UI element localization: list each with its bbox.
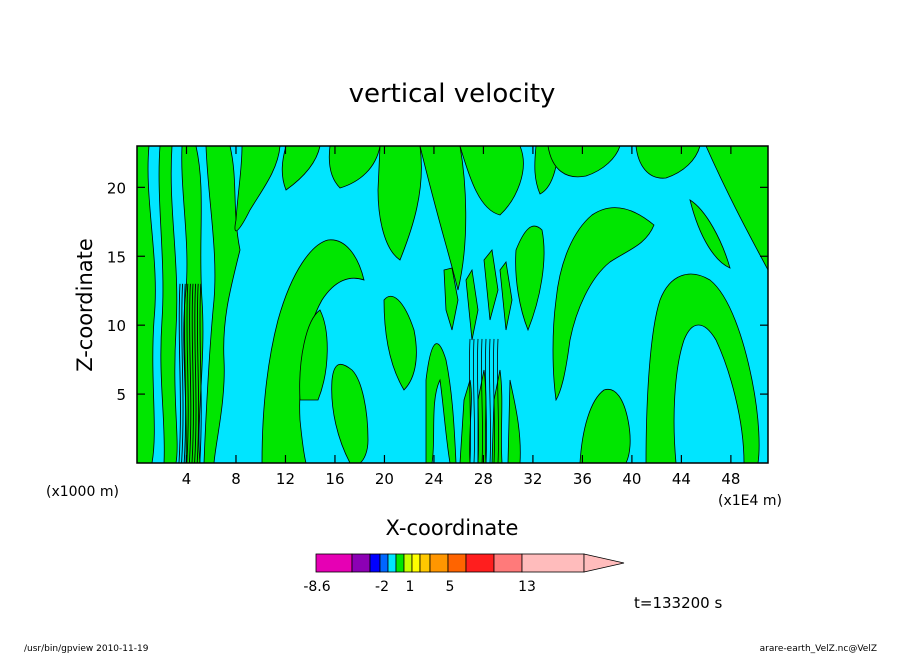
contour-line: [191, 283, 194, 463]
colorbar-labels: -8.6 -2 1 5 13: [303, 579, 536, 595]
contour-field: [137, 146, 768, 463]
contour-line: [497, 338, 499, 463]
y-tick-label: 5: [116, 386, 126, 404]
y-tick-label: 15: [107, 248, 126, 266]
contour-band: [419, 146, 467, 291]
colorbar-segment: [315, 553, 353, 573]
x-tick-label: 24: [424, 470, 443, 488]
x-tick-label: 12: [276, 470, 295, 488]
colorbar-segment: [447, 553, 467, 573]
contour-band: [507, 379, 521, 463]
contour-band: [281, 146, 321, 191]
contour-line: [481, 338, 483, 463]
colorbar-segment: [429, 553, 449, 573]
colorbar-segment: [419, 553, 431, 573]
contour-band: [137, 146, 156, 463]
x-tick-label: 32: [523, 470, 542, 488]
x-tick-label: 28: [474, 470, 493, 488]
time-label: t=133200 s: [634, 594, 722, 612]
x-tick-label: 40: [622, 470, 641, 488]
contour-line: [473, 338, 475, 463]
x-tick-label: 8: [231, 470, 241, 488]
colorbar-segment: [411, 553, 421, 573]
contour-line: [183, 283, 187, 463]
x-tick-label: 44: [672, 470, 691, 488]
x-tick-label: 16: [325, 470, 344, 488]
colorbar-segment: [493, 553, 523, 573]
contour-band: [689, 199, 731, 269]
colorbar-segment: [387, 553, 397, 573]
y-tick-label: 20: [107, 179, 126, 197]
plot-frame: [136, 145, 769, 464]
x-tick-label: 20: [375, 470, 394, 488]
x-tick-label: 4: [182, 470, 192, 488]
colorbar-segment: [395, 553, 405, 573]
contour-line: [477, 338, 479, 463]
contour-line: [188, 283, 192, 463]
contour-band: [203, 146, 241, 463]
colorbar-tick-label: 13: [518, 579, 536, 595]
contour-band: [483, 249, 499, 321]
colorbar-segment: [521, 553, 585, 573]
plot-area: [137, 146, 768, 463]
contour-line: [178, 283, 181, 463]
y-axis-title: Z-coordinate: [73, 238, 97, 372]
contour-line: [196, 283, 200, 463]
colorbar-segment: [351, 553, 371, 573]
y-unit-label: (x1000 m): [46, 484, 119, 500]
y-axis: 5 10 15 20: [107, 179, 768, 404]
contour-line: [489, 338, 491, 463]
chart-title: vertical velocity: [349, 79, 556, 109]
colorbar-tick-label: -8.6: [303, 579, 330, 595]
colorbar: [315, 553, 625, 573]
x-axis-title: X-coordinate: [386, 516, 519, 540]
contour-line: [485, 338, 487, 463]
contour-band: [515, 225, 545, 332]
x-tick-label: 36: [573, 470, 592, 488]
colorbar-segment: [465, 553, 495, 573]
colorbar-segment: [379, 553, 389, 573]
colorbar-segment: [403, 553, 413, 573]
x-unit-label: (x1E4 m): [718, 493, 782, 509]
contour-band: [299, 309, 328, 401]
contour-band: [552, 207, 655, 402]
contour-band: [443, 267, 459, 331]
contour-band: [383, 295, 417, 391]
contour-line: [199, 283, 202, 463]
colorbar-tick-label: -2: [375, 579, 389, 595]
contour-band: [425, 343, 457, 463]
contour-band: [645, 273, 760, 463]
footer-right: arare-earth_VelZ.nc@VelZ: [760, 644, 877, 654]
contour-line: [194, 283, 197, 463]
contour-line: [186, 283, 189, 463]
colorbar-extension-arrow: [583, 553, 625, 573]
y-tick-label: 10: [107, 317, 126, 335]
x-axis: 4 8 12 16 20 24 28 32 36 40 44 48: [182, 146, 740, 488]
contour-line: [469, 338, 471, 463]
contour-band: [547, 146, 621, 178]
contour-band: [261, 239, 365, 463]
colorbar-tick-label: 1: [406, 579, 415, 595]
contour-band: [331, 363, 369, 463]
contour-band: [328, 146, 381, 189]
contour-band: [459, 146, 524, 216]
contour-band: [499, 261, 513, 331]
contour-band: [579, 388, 631, 463]
contour-band: [158, 146, 178, 463]
colorbar-segment: [369, 553, 381, 573]
colorbar-tick-label: 5: [446, 579, 455, 595]
contour-band: [234, 146, 281, 232]
contour-band: [377, 146, 422, 261]
contour-band: [635, 146, 701, 179]
contour-line: [181, 283, 184, 463]
x-tick-label: 48: [721, 470, 740, 488]
footer-left: /usr/bin/gpview 2010-11-19: [24, 644, 149, 654]
contour-band: [465, 268, 479, 341]
contour-line: [493, 338, 495, 463]
